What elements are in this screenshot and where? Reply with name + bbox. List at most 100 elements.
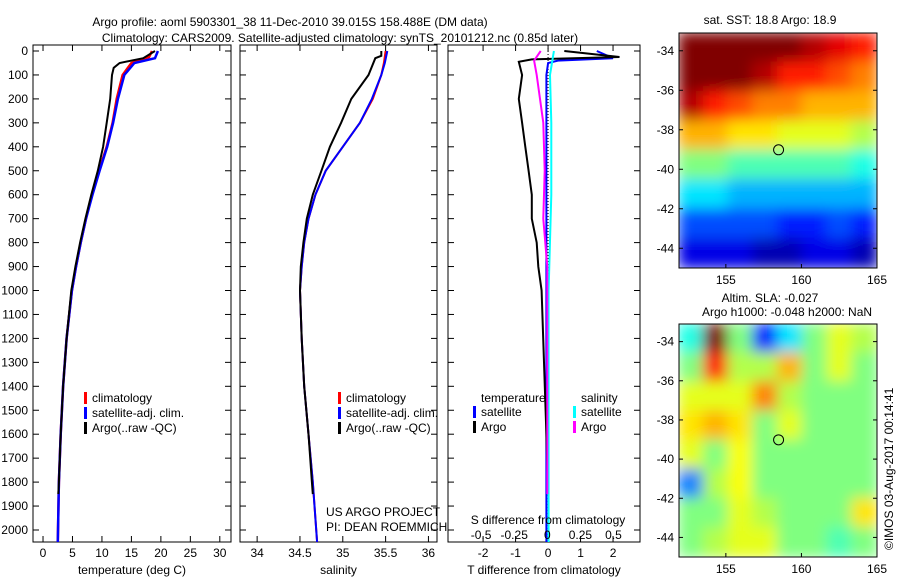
heatmap-cell xyxy=(801,208,829,240)
heatmap-cell xyxy=(727,178,755,211)
y-tick-label: -42 xyxy=(657,202,675,216)
y-tick-label: 0 xyxy=(21,44,28,58)
map-frame xyxy=(678,323,878,558)
heatmap-cell xyxy=(702,61,730,93)
heatmap-cell xyxy=(777,120,804,152)
heatmap-cell xyxy=(801,439,829,471)
temperature-profile: 0 5 10 15 20 25 300100200300400500600700800900… xyxy=(1,44,232,577)
heatmap-cell xyxy=(702,352,730,384)
legend-label: climatology xyxy=(92,391,152,405)
legend-swatch xyxy=(473,406,476,418)
heatmap-cell xyxy=(727,410,755,442)
heatmap-cell xyxy=(752,352,779,384)
copyright-label: ©IMOS 03-Aug-2017 00:14:41 xyxy=(882,387,896,550)
y-tick-label: 1900 xyxy=(1,499,28,513)
heatmap-cell xyxy=(801,33,829,64)
heatmap-cell xyxy=(702,149,730,181)
heatmap-cell xyxy=(679,120,705,152)
heatmap-cell xyxy=(727,237,755,268)
heatmap-cell xyxy=(702,324,730,355)
heatmap-cell xyxy=(826,526,854,557)
heatmap-cell xyxy=(826,381,854,413)
heatmap-cell xyxy=(801,61,829,93)
heatmap-cell xyxy=(702,120,730,152)
heatmap-cell xyxy=(752,149,779,181)
heatmap-cell xyxy=(752,90,779,123)
heatmap-cell xyxy=(702,208,730,240)
x-tick-label: 160 xyxy=(791,273,811,287)
y-tick-label: 1200 xyxy=(1,331,28,345)
heatmap-cell xyxy=(727,352,755,384)
heatmap-cell xyxy=(801,120,829,152)
heatmap-cell xyxy=(801,497,829,529)
heatmap-cell xyxy=(801,324,829,355)
heatmap-cell xyxy=(727,468,755,500)
map-title: sat. SST: 18.8 Argo: 18.9 xyxy=(704,13,837,27)
y-tick-label: 900 xyxy=(8,260,28,274)
y-tick-label: 1400 xyxy=(1,379,28,393)
heatmap-cell xyxy=(702,33,730,64)
series-line-1 xyxy=(298,50,389,543)
series-line-1 xyxy=(56,50,160,543)
heatmap-cell xyxy=(679,33,705,64)
series-line-2 xyxy=(547,50,555,542)
heatmap-cell xyxy=(752,526,779,557)
project-credit: US ARGO PROJECT xyxy=(326,505,441,519)
profile-location-marker xyxy=(773,144,785,156)
profile-location-marker xyxy=(773,434,785,446)
heatmap-cell xyxy=(851,208,877,240)
x-tick-label: 15 xyxy=(125,546,139,560)
legend-label: Argo xyxy=(481,420,507,434)
y-tick-label: 1000 xyxy=(1,284,28,298)
y-tick-label: 1300 xyxy=(1,355,28,369)
heatmap-cell xyxy=(826,33,854,64)
legend-swatch xyxy=(573,406,576,418)
heatmap-cell xyxy=(752,381,779,413)
heatmap-cell xyxy=(851,33,877,64)
heatmap-cell xyxy=(702,410,730,442)
series-line-2 xyxy=(298,51,383,495)
heatmap-cell xyxy=(801,410,829,442)
heatmap-cell xyxy=(679,526,705,557)
heatmap-cell xyxy=(801,90,829,123)
heatmap-cell xyxy=(679,149,705,181)
heatmap-cell xyxy=(752,237,779,268)
heatmap-cell xyxy=(777,352,804,384)
heatmap-blur xyxy=(679,33,877,268)
x-tick-label: -1 xyxy=(510,546,521,560)
heatmap-cell xyxy=(777,149,804,181)
heatmap-cell xyxy=(826,439,854,471)
heatmap-cell xyxy=(801,381,829,413)
heatmap-cell xyxy=(826,497,854,529)
heatmap-cell xyxy=(851,61,877,93)
heatmap-cell xyxy=(851,237,877,268)
y-tick-label: 800 xyxy=(8,236,28,250)
heatmap-cell xyxy=(826,468,854,500)
heatmap-cell xyxy=(851,497,877,529)
heatmap-cell xyxy=(851,381,877,413)
heatmap-cell xyxy=(679,381,705,413)
heatmap-cell xyxy=(851,526,877,557)
heatmap-cell xyxy=(727,33,755,64)
heatmap-cell xyxy=(702,526,730,557)
heatmap-cell xyxy=(851,324,877,355)
legend-label: climatology xyxy=(346,391,406,405)
sst-map: 155 160 165 -34 -36 -38 -40 -42 -44 sat. SST: 18.… xyxy=(657,13,888,287)
heatmap-cell xyxy=(679,90,705,123)
heatmap-cell xyxy=(801,468,829,500)
x-tick-label: 35.5 xyxy=(374,546,398,560)
heatmap-cell xyxy=(679,208,705,240)
plot-frame xyxy=(32,44,232,543)
y-tick-label: 700 xyxy=(8,212,28,226)
heatmap-cell xyxy=(727,90,755,123)
legend-title: temperature xyxy=(481,391,546,405)
legend-title: salinity xyxy=(581,391,618,405)
heatmap-cell xyxy=(801,526,829,557)
y-tick-label: -38 xyxy=(657,123,675,137)
heatmap-cell xyxy=(851,149,877,181)
s-tick-label: 0.5 xyxy=(605,528,622,542)
x-tick-label: 36 xyxy=(422,546,436,560)
heatmap-cell xyxy=(801,149,829,181)
heatmap-cell xyxy=(826,120,854,152)
